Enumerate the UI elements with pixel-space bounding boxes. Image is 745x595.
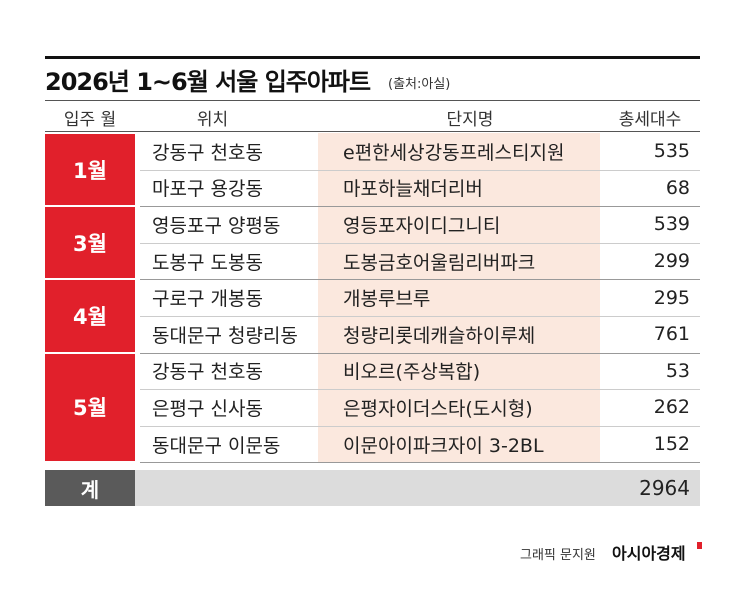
row-rule [140, 352, 700, 354]
row-rule [140, 462, 700, 464]
unit-count: 68 [665, 176, 690, 199]
complex-name: 도봉금호어울림리버파크 [343, 251, 536, 274]
complex-name: 개봉루브루 [343, 288, 431, 311]
top-rule [45, 56, 700, 59]
row-rule [140, 425, 700, 427]
month-cell: 5월 [45, 353, 135, 462]
unit-count: 761 [653, 323, 690, 346]
unit-count: 299 [653, 250, 690, 273]
unit-count: 535 [653, 140, 690, 163]
source: (출처:아실) [388, 76, 451, 92]
location: 도봉구 도봉동 [152, 251, 263, 274]
unit-count: 152 [653, 433, 690, 456]
title: 2026년 1~6월 서울 입주아파트 [45, 67, 371, 96]
complex-name: 비오르(주상복합) [343, 361, 481, 384]
row-rule [140, 279, 700, 281]
month-cell: 1월 [45, 134, 135, 206]
location: 영등포구 양평동 [152, 214, 281, 237]
total-bg [135, 470, 700, 506]
header-cell: 위치 [196, 109, 229, 130]
complex-name: e편한세상강동프레스티지원 [343, 141, 565, 164]
brand-mark [697, 542, 702, 549]
complex-name: 이문아이파크자이 3-2BL [343, 434, 544, 457]
row-rule [140, 389, 700, 391]
header-cell: 단지명 [446, 109, 494, 130]
total-label: 계 [45, 470, 135, 506]
complex-name: 청량리롯데캐슬하이루체 [343, 324, 536, 347]
row-rule [140, 169, 700, 171]
row-rule [140, 206, 700, 208]
complex-name: 은평자이더스타(도시형) [343, 397, 533, 420]
credit-brand: 아시아경제 [612, 544, 686, 563]
location: 동대문구 이문동 [152, 434, 281, 457]
month-cell: 4월 [45, 280, 135, 352]
unit-count: 539 [653, 213, 690, 236]
credit-designer: 그래픽 문지원 [520, 547, 596, 563]
header-cell: 입주 월 [63, 109, 117, 130]
row-rule [140, 316, 700, 317]
location: 강동구 천호동 [152, 361, 263, 384]
total-value: 2964 [639, 476, 690, 500]
location: 강동구 천호동 [152, 141, 263, 164]
location: 동대문구 청량리동 [152, 324, 298, 347]
location: 구로구 개봉동 [152, 288, 263, 311]
title-rule [45, 100, 700, 101]
header-cell: 총세대수 [618, 109, 682, 130]
unit-count: 295 [653, 286, 690, 309]
header-rule [45, 131, 700, 132]
location: 은평구 신사동 [152, 397, 263, 420]
name-column-bg [318, 133, 600, 463]
unit-count: 262 [653, 396, 690, 419]
location: 마포구 용강동 [152, 178, 263, 201]
unit-count: 53 [665, 359, 690, 382]
complex-name: 마포하늘채더리버 [343, 178, 483, 201]
row-rule [140, 242, 700, 244]
month-cell: 3월 [45, 207, 135, 279]
complex-name: 영등포자이디그니티 [343, 214, 501, 237]
